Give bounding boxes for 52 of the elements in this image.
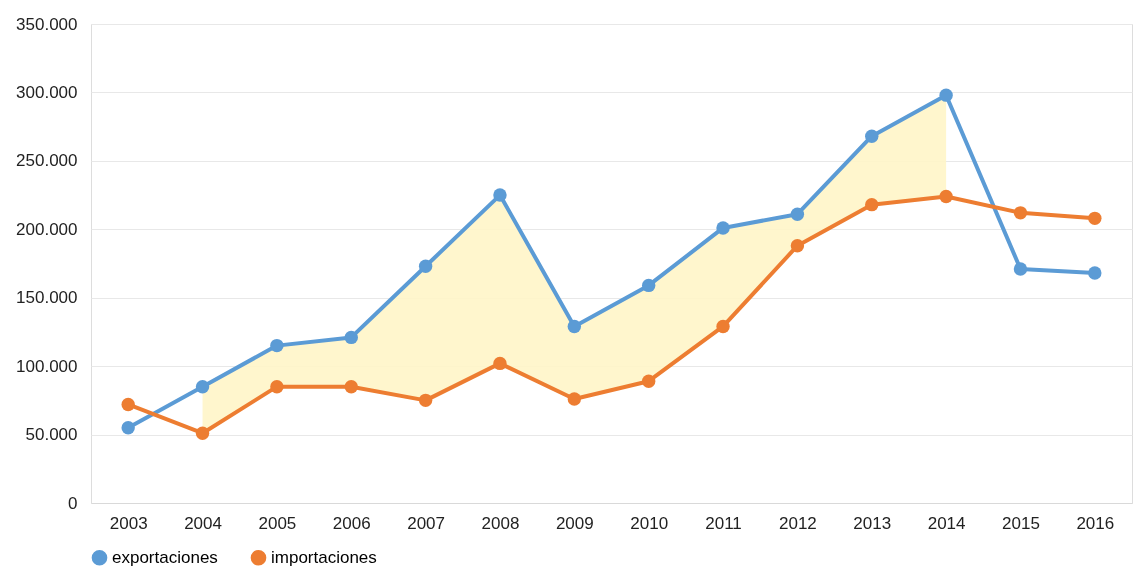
point (195, 426, 210, 440)
x-tick-label: 2014 (927, 513, 966, 533)
x-tick-label: 2008 (481, 513, 520, 533)
legend-label: importaciones (271, 547, 377, 567)
point (270, 379, 284, 394)
point (865, 129, 879, 143)
point (418, 393, 433, 408)
point (1013, 262, 1028, 276)
y-tick-label: 350.000 (16, 14, 78, 34)
point (939, 189, 953, 204)
point (716, 319, 730, 334)
point (865, 197, 879, 212)
y-tick-label: 250.000 (16, 151, 78, 171)
x-tick-label: 2004 (184, 513, 222, 533)
legend-label: exportaciones (112, 547, 218, 567)
point (418, 259, 433, 273)
point (1088, 266, 1102, 280)
x-tick-label: 2006 (332, 513, 371, 533)
point (270, 338, 284, 353)
point (567, 392, 582, 406)
point (121, 397, 135, 412)
point (344, 379, 358, 394)
point (567, 319, 582, 334)
point (939, 88, 953, 102)
y-tick-label: 0 (68, 493, 78, 513)
x-tick-label: 2010 (630, 513, 669, 533)
point (716, 221, 730, 235)
y-tick-label: 200.000 (16, 219, 78, 239)
x-tick-label: 2013 (853, 513, 892, 533)
x-tick-label: 2007 (407, 513, 446, 533)
point (790, 239, 805, 253)
point (344, 330, 358, 345)
y-tick-label: 150.000 (16, 288, 78, 308)
y-tick-label: 50.000 (25, 425, 78, 445)
x-tick-label: 2011 (705, 513, 742, 533)
x-tick-label: 2016 (1076, 513, 1115, 533)
point (195, 379, 210, 394)
point (1013, 206, 1028, 220)
point (641, 374, 656, 388)
y-tick-label: 300.000 (16, 82, 78, 102)
x-tick-label: 2009 (555, 513, 594, 533)
y-tick-label: 100.000 (16, 356, 78, 376)
point (790, 207, 805, 221)
x-tick-label: 2015 (1002, 513, 1040, 533)
x-tick-label: 2003 (109, 513, 148, 533)
point (1088, 211, 1102, 226)
point (493, 188, 507, 202)
point (641, 278, 656, 293)
point (493, 356, 507, 371)
x-tick-label: 2005 (258, 513, 297, 533)
x-tick-label: 2012 (778, 513, 817, 533)
point (121, 421, 135, 435)
